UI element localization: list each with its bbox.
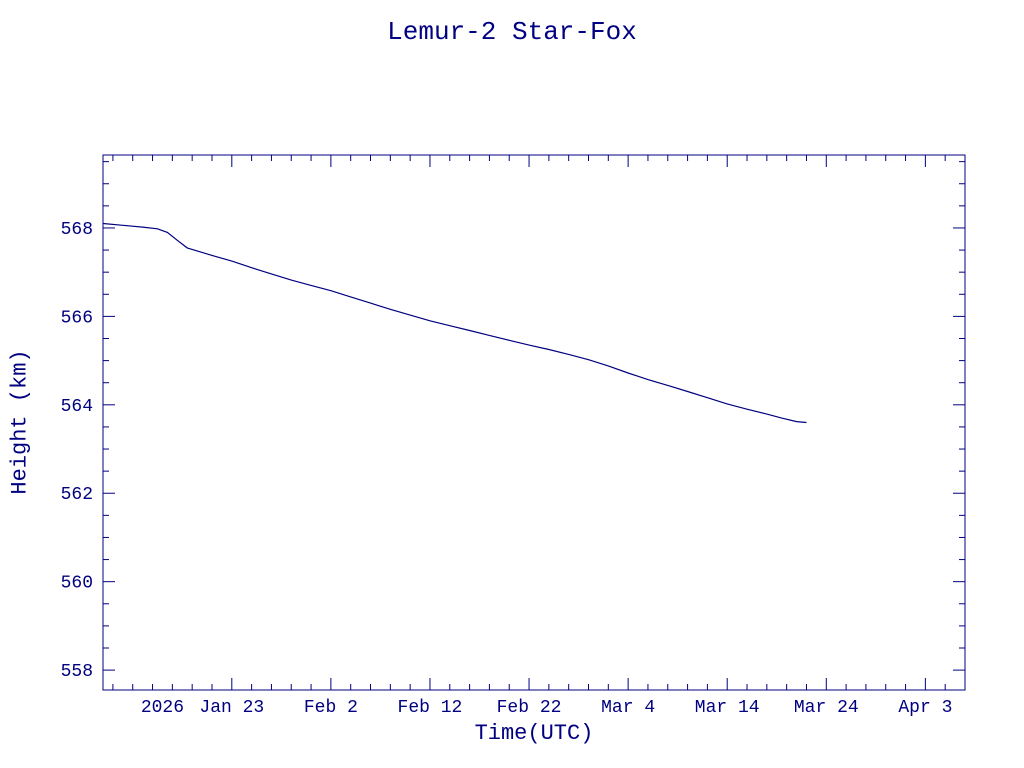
x-tick-label: Feb 12 (398, 698, 463, 718)
x-tick-label: Jan 23 (199, 698, 264, 718)
x-tick-label: Mar 4 (601, 698, 655, 718)
x-tick-label: Mar 14 (695, 698, 760, 718)
y-tick-label: 566 (61, 308, 93, 328)
height-data-line (102, 222, 807, 424)
x-axis-title: Time(UTC) (474, 721, 594, 746)
x-tick-label: Mar 24 (794, 698, 859, 718)
x-tick-label: Apr 3 (898, 698, 952, 718)
y-tick-label: 560 (61, 574, 93, 594)
chart-title: Lemur-2 Star-Fox (387, 17, 637, 47)
y-axis-title: Height (km) (7, 349, 33, 495)
y-tick-label: 562 (61, 485, 93, 505)
x-tick-label: Feb 22 (497, 698, 562, 718)
plot-border (102, 154, 966, 691)
x-axis-year-label: 2026 (141, 698, 184, 718)
y-tick-label: 568 (61, 220, 93, 240)
x-tick-label: Feb 2 (304, 698, 358, 718)
y-tick-label: 564 (61, 397, 93, 417)
y-tick-label: 558 (61, 662, 93, 682)
